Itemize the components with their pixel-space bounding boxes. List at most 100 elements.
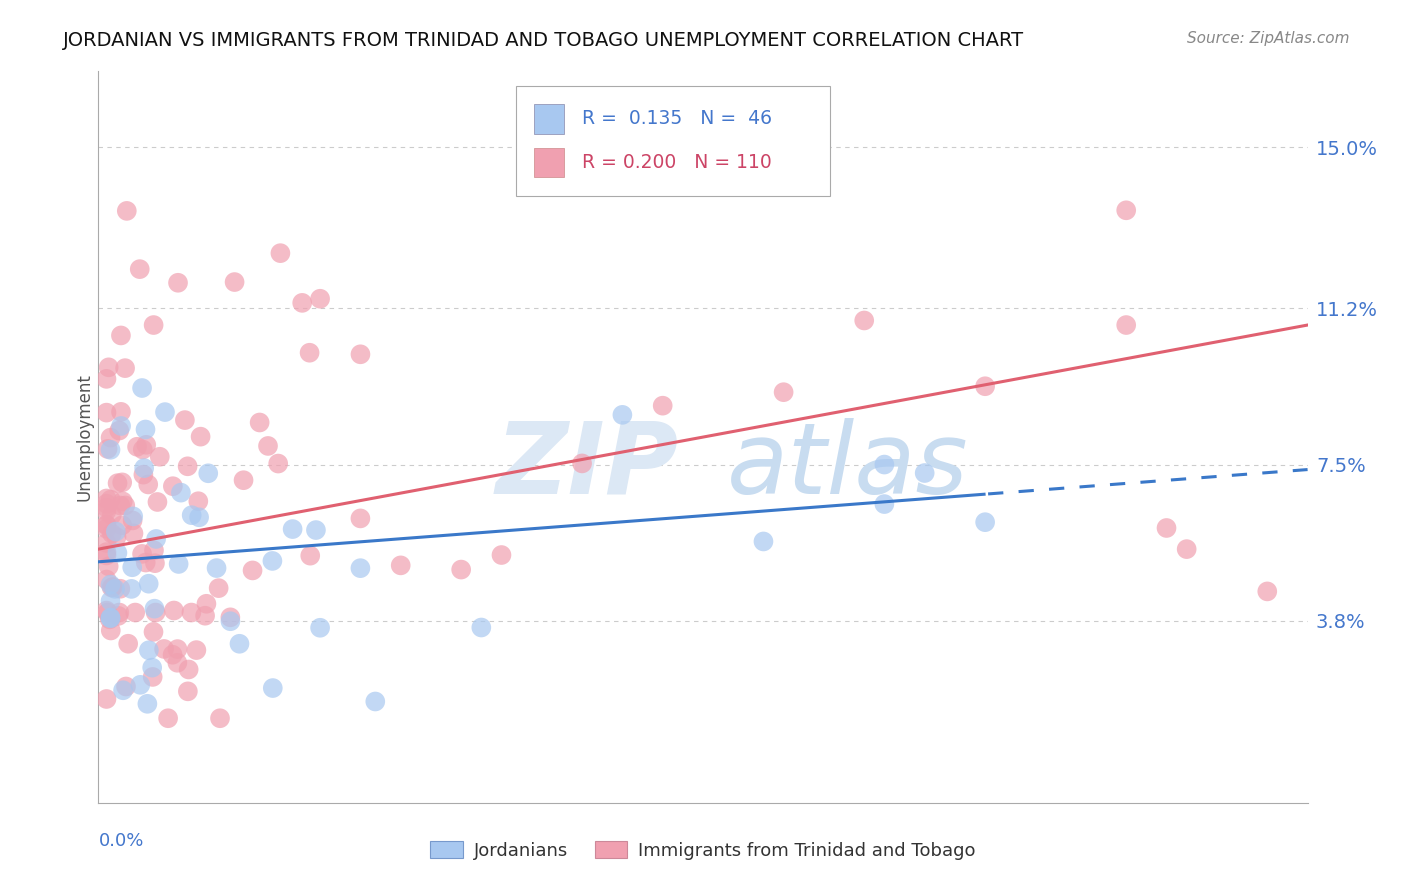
Point — [107, 546, 129, 560]
Point — [114, 499, 136, 513]
Point — [228, 637, 250, 651]
Point — [163, 603, 186, 617]
Point — [136, 697, 159, 711]
Point — [219, 614, 242, 628]
Point — [96, 372, 118, 386]
Point — [309, 621, 332, 635]
Point — [305, 523, 328, 537]
Point — [1115, 318, 1137, 332]
Point — [166, 656, 188, 670]
Point — [167, 557, 190, 571]
Point — [162, 648, 184, 662]
Point — [122, 526, 145, 541]
Point — [142, 318, 165, 332]
Point — [1256, 584, 1278, 599]
Text: R =  0.135   N =  46: R = 0.135 N = 46 — [582, 110, 772, 128]
Point — [873, 497, 896, 511]
Point — [177, 663, 200, 677]
Point — [125, 440, 148, 454]
Legend: Jordanians, Immigrants from Trinidad and Tobago: Jordanians, Immigrants from Trinidad and… — [423, 834, 983, 867]
Point — [100, 611, 122, 625]
Point — [208, 581, 231, 595]
Point — [104, 582, 127, 596]
Point — [96, 500, 118, 515]
Point — [349, 511, 371, 525]
Point — [104, 524, 127, 539]
Point — [129, 678, 152, 692]
Point — [114, 361, 136, 376]
Point — [110, 328, 132, 343]
Point — [190, 430, 212, 444]
Point — [143, 601, 166, 615]
Point — [208, 711, 231, 725]
Point — [110, 419, 132, 434]
Point — [96, 518, 118, 533]
Point — [772, 385, 794, 400]
Point — [128, 262, 150, 277]
Point — [96, 517, 118, 532]
Point — [1156, 521, 1178, 535]
Text: ZIP: ZIP — [496, 417, 679, 515]
Point — [141, 660, 163, 674]
Point — [262, 554, 284, 568]
Point — [138, 576, 160, 591]
Point — [242, 563, 264, 577]
Point — [135, 438, 157, 452]
Point — [281, 522, 304, 536]
Point — [135, 556, 157, 570]
Point — [97, 360, 120, 375]
Point — [187, 494, 209, 508]
Point — [100, 624, 122, 638]
Point — [111, 518, 134, 533]
Point — [110, 499, 132, 513]
Point — [96, 606, 118, 620]
Point — [131, 381, 153, 395]
FancyBboxPatch shape — [534, 148, 564, 178]
Point — [291, 296, 314, 310]
Point — [96, 573, 118, 587]
Point — [269, 246, 291, 260]
Point — [96, 692, 118, 706]
Point — [136, 477, 159, 491]
Point — [194, 608, 217, 623]
Point — [188, 510, 211, 524]
Point — [115, 680, 138, 694]
Point — [138, 643, 160, 657]
Point — [298, 345, 321, 359]
Point — [122, 509, 145, 524]
Point — [110, 405, 132, 419]
Point — [180, 606, 202, 620]
Point — [364, 694, 387, 708]
Point — [262, 681, 284, 695]
Point — [914, 466, 936, 480]
Point — [177, 684, 200, 698]
Point — [105, 530, 128, 544]
Point — [100, 577, 122, 591]
Text: JORDANIAN VS IMMIGRANTS FROM TRINIDAD AND TOBAGO UNEMPLOYMENT CORRELATION CHART: JORDANIAN VS IMMIGRANTS FROM TRINIDAD AN… — [63, 31, 1025, 50]
Point — [197, 467, 219, 481]
Point — [100, 442, 122, 457]
Point — [108, 606, 131, 620]
Point — [470, 620, 492, 634]
Point — [450, 563, 472, 577]
Point — [96, 497, 118, 511]
Point — [134, 461, 156, 475]
Point — [853, 313, 876, 327]
Point — [96, 536, 118, 550]
Point — [1115, 203, 1137, 218]
Point — [145, 606, 167, 620]
Point — [157, 711, 180, 725]
Point — [121, 582, 143, 596]
Point — [111, 494, 134, 508]
Point — [107, 476, 129, 491]
Point — [224, 275, 246, 289]
Point — [176, 459, 198, 474]
Point — [571, 457, 593, 471]
Point — [110, 582, 132, 596]
Point — [257, 439, 280, 453]
Point — [752, 534, 775, 549]
Point — [186, 643, 208, 657]
Point — [100, 492, 122, 507]
Point — [232, 473, 254, 487]
Point — [149, 450, 172, 464]
